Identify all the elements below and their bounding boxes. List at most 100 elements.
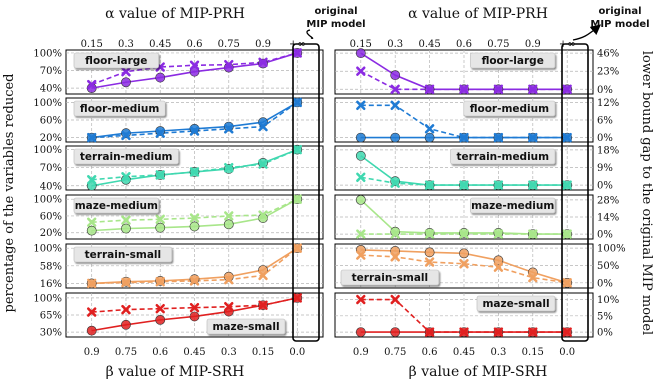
data-point-circle (355, 132, 366, 143)
data-point-cross (121, 67, 131, 77)
y-tick-label: 16% (40, 279, 62, 290)
bottom-tick-label: 0.9 (353, 347, 369, 358)
y-tick-label: 100% (33, 98, 62, 109)
panel-label-box (73, 197, 159, 214)
data-point-cross (224, 162, 234, 173)
panel-label-box (73, 148, 179, 165)
data-point-cross (87, 217, 97, 227)
data-point-cross (258, 210, 268, 220)
y-tick-label: 60% (40, 116, 62, 127)
top-tick-label: 0.9 (525, 39, 541, 50)
left-chart: 0.15 0.3 0.45 0.6 0.75 0.9 +∞0.9 0.75 0.6 0.45 0.3… (33, 39, 324, 358)
data-point-cross (528, 229, 538, 239)
data-point-cross (424, 124, 435, 134)
data-point-cross (121, 215, 131, 225)
y-tick-label: 14% (597, 213, 619, 224)
charts-layer: 0.15 0.3 0.45 0.6 0.75 0.9 +∞0.9 0.75 0.6 0.45 0.3… (33, 39, 625, 358)
data-point-cross (292, 97, 302, 108)
data-point-cross (459, 180, 469, 190)
data-point-cross (224, 124, 234, 134)
original-column-highlight (292, 43, 320, 342)
data-point-cross (424, 84, 435, 94)
data-point-cross (459, 327, 469, 337)
data-point-circle (86, 325, 97, 336)
data-point-cross (356, 294, 366, 305)
y-tick-label: 0% (597, 181, 613, 192)
data-point-circle (189, 66, 200, 77)
data-point-cross (390, 229, 400, 239)
data-point-cross (528, 132, 538, 143)
panel-label: maze-medium (75, 200, 158, 212)
data-point-cross (292, 48, 302, 58)
data-point-cross (189, 276, 200, 286)
data-point-cross (258, 300, 268, 310)
panel-terrain-medium: 18% 9% 0% terrain-medium (334, 145, 619, 192)
panel-label-box (463, 100, 556, 117)
top-tick-label: 0.75 (218, 39, 240, 50)
y-tick-label: 0% (597, 278, 613, 289)
right-original-label-line1: original (598, 6, 641, 17)
data-point-cross (87, 278, 97, 289)
y-tick-label: 70% (40, 163, 62, 174)
data-point-cross (562, 229, 572, 239)
data-point-circle (189, 311, 200, 322)
data-point-circle (155, 126, 166, 136)
data-point-cross (562, 180, 572, 190)
right-bottom-axis-title: β value of MIP-SRH (409, 364, 548, 380)
data-point-cross (390, 252, 400, 262)
data-point-cross (562, 84, 572, 94)
panel-label-box (73, 246, 173, 263)
top-tick-label: 0.15 (350, 39, 372, 50)
y-tick-label: 100% (33, 145, 62, 156)
data-point-cross (189, 213, 200, 223)
left-original-label-line2: MIP model (306, 19, 365, 30)
data-point-cross (562, 278, 572, 288)
data-point-cross (528, 272, 538, 283)
data-point-cross (155, 214, 165, 225)
y-tick-label: 23% (597, 67, 619, 78)
y-tick-label: 40% (40, 84, 62, 95)
panel-terrain-small: 100% 58% 16% terrain-small (33, 243, 324, 290)
y-tick-label: 20% (40, 133, 62, 144)
right-original-label-line2: MIP model (590, 19, 649, 30)
panel-label: terrain-small (85, 249, 162, 261)
y-tick-label: 58% (40, 261, 62, 272)
top-tick-label: 0.3 (387, 39, 403, 50)
data-point-cross (493, 180, 504, 190)
top-tick-label: 0.45 (149, 39, 171, 50)
data-point-cross (493, 229, 504, 239)
data-point-cross (258, 57, 268, 68)
data-point-circle (390, 132, 401, 143)
data-point-circle (121, 223, 131, 234)
panel-floor-medium: 12% 6% 0% floor-medium (334, 97, 619, 144)
top-tick-label: 0.75 (487, 39, 509, 50)
y-tick-label: 40% (40, 181, 62, 192)
panel-label-box (73, 52, 159, 69)
original-column-highlight (561, 43, 589, 342)
y-tick-label: 6% (597, 116, 613, 127)
panel-label-box (340, 269, 440, 286)
data-point-cross (356, 66, 366, 76)
data-point-cross (121, 130, 131, 141)
panel-label-box (73, 100, 166, 117)
panel-maze-small: 100% 65% 30% maze-small (33, 292, 324, 339)
y-tick-label: 0% (597, 133, 613, 144)
bottom-tick-label: 0.9 (84, 347, 100, 358)
data-point-cross (292, 243, 302, 253)
panel-label-box (206, 318, 286, 335)
data-point-cross (493, 262, 504, 272)
data-point-cross (390, 100, 400, 111)
data-point-cross (155, 303, 165, 314)
bottom-tick-label: 0.6 (422, 347, 438, 358)
left-original-label-line1: original (314, 6, 357, 17)
y-tick-label: 9% (597, 163, 613, 174)
data-point-cross (258, 159, 268, 169)
right-original-arrow (572, 24, 601, 41)
data-point-cross (390, 294, 400, 305)
data-point-circle (493, 255, 504, 266)
data-point-cross (459, 259, 469, 269)
panel-label: maze-medium (471, 200, 554, 212)
data-point-cross (528, 84, 538, 94)
top-tick-label: 0.6 (187, 39, 203, 50)
y-tick-label: 28% (597, 195, 619, 206)
